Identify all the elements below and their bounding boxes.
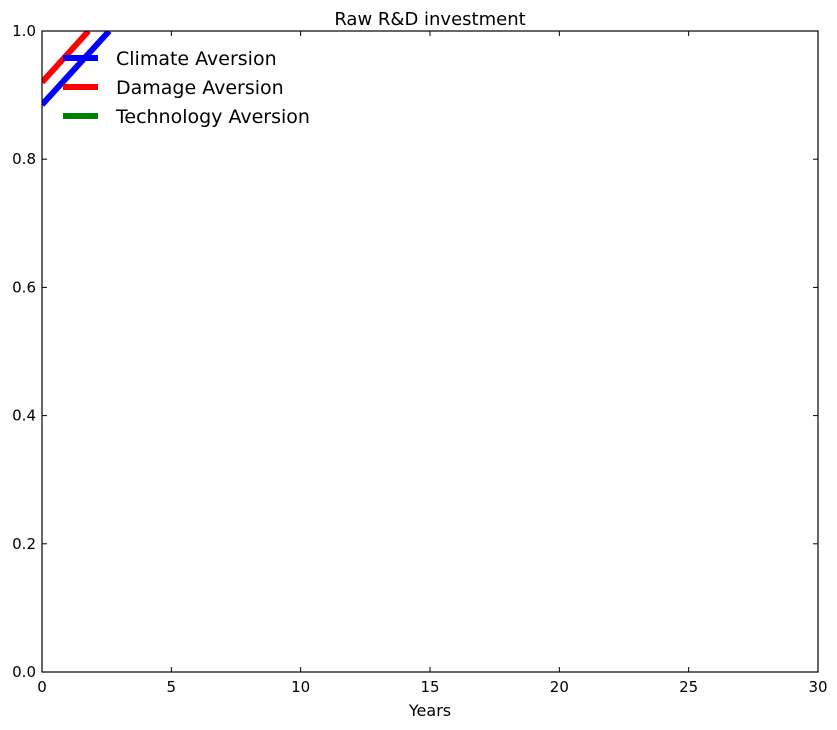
legend-label: Damage Aversion [116, 77, 284, 99]
x-tick-label: 15 [420, 678, 439, 696]
y-tick-label: 0.8 [12, 150, 36, 168]
x-tick-label: 0 [37, 678, 47, 696]
x-tick-label: 30 [808, 678, 827, 696]
y-tick-label: 0.0 [12, 663, 36, 681]
y-tick-label: 0.4 [12, 407, 36, 425]
x-axis-label: Years [408, 701, 451, 720]
chart-title: Raw R&D investment [334, 9, 525, 30]
x-tick-label: 20 [550, 678, 569, 696]
x-tick-label: 5 [167, 678, 177, 696]
y-tick-label: 0.6 [12, 278, 36, 296]
x-tick-label: 25 [679, 678, 698, 696]
series-line-1 [42, 31, 112, 107]
legend: Climate Aversion Damage Aversion Technolog… [63, 48, 310, 128]
y-tick-label: 1.0 [12, 22, 36, 40]
legend-label: Climate Aversion [116, 48, 277, 70]
x-tick-label: 10 [291, 678, 310, 696]
legend-label: Technology Aversion [115, 106, 310, 128]
y-tick-label: 0.2 [12, 535, 36, 553]
ticks-layer: 0 5 10 15 20 25 30 0.0 0.2 0.4 0.6 0.8 1.0 [12, 22, 827, 696]
plot-background [42, 31, 818, 672]
